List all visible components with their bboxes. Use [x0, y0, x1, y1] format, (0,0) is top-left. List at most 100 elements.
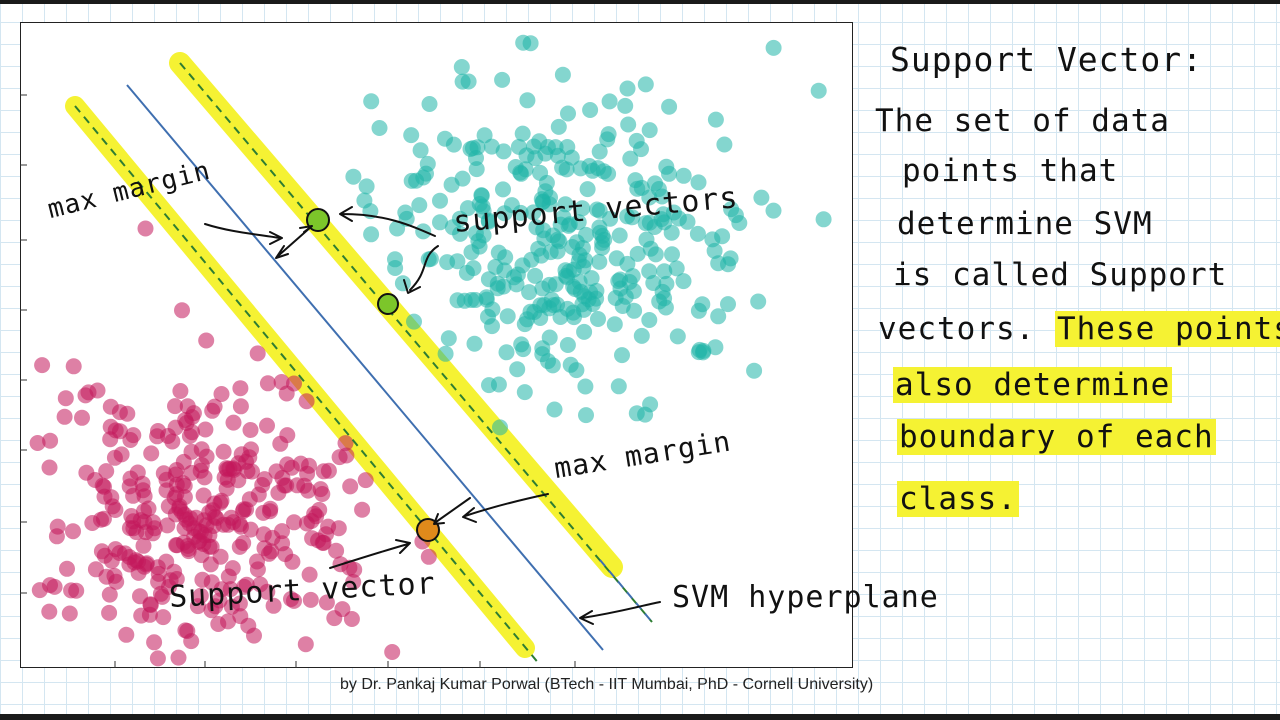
data-point — [750, 293, 767, 310]
lower-margin-line — [74, 105, 541, 666]
class-a-points — [345, 34, 832, 436]
data-point — [647, 246, 664, 263]
data-point — [212, 494, 229, 511]
data-point — [101, 604, 118, 621]
upper-margin-line — [179, 62, 653, 623]
data-point — [487, 258, 504, 275]
data-point — [474, 198, 491, 215]
notes-line-7-text: boundary of each — [897, 419, 1216, 455]
data-point — [512, 204, 529, 221]
data-point — [77, 387, 94, 404]
data-point — [494, 71, 511, 88]
data-point — [142, 596, 159, 613]
data-point — [56, 408, 73, 425]
data-point — [492, 419, 508, 436]
data-point — [231, 595, 248, 612]
data-point — [614, 347, 630, 364]
data-point — [170, 649, 187, 666]
data-point — [65, 358, 82, 375]
data-point — [581, 158, 598, 174]
data-point — [113, 446, 130, 463]
data-point — [174, 302, 190, 319]
data-point — [41, 459, 58, 476]
data-point — [143, 445, 160, 462]
data-point — [311, 501, 328, 518]
data-point — [445, 136, 462, 153]
data-point — [554, 159, 571, 176]
data-point — [591, 253, 608, 270]
data-point — [528, 219, 545, 236]
data-point — [456, 292, 473, 309]
data-point — [583, 270, 600, 287]
data-point — [224, 560, 241, 577]
data-point — [411, 197, 428, 214]
notes-line-7: boundary of each — [897, 419, 1216, 455]
data-point — [810, 82, 827, 99]
data-point — [707, 339, 724, 356]
data-point — [65, 523, 81, 540]
data-point — [495, 181, 511, 198]
data-point — [181, 428, 198, 444]
data-point — [679, 213, 696, 230]
data-point — [722, 250, 739, 267]
data-point — [394, 275, 411, 292]
data-point — [144, 525, 161, 542]
data-point — [549, 231, 566, 248]
data-point — [278, 477, 295, 494]
data-point — [642, 396, 659, 413]
data-point — [140, 500, 157, 517]
data-point — [210, 616, 227, 632]
data-point — [250, 486, 267, 503]
data-point — [354, 501, 371, 518]
data-point — [233, 518, 249, 535]
data-point — [765, 39, 782, 56]
data-point — [238, 576, 255, 593]
data-point — [440, 330, 457, 347]
data-point — [570, 253, 587, 270]
data-point — [469, 139, 486, 156]
data-point — [576, 323, 593, 340]
data-point — [606, 316, 623, 333]
data-point — [238, 501, 255, 518]
data-point — [458, 264, 475, 281]
data-point — [746, 362, 763, 379]
data-point — [387, 260, 404, 276]
data-point — [668, 260, 685, 277]
data-point — [591, 202, 608, 219]
data-point — [439, 254, 456, 271]
data-point — [180, 541, 197, 557]
data-point — [622, 150, 639, 167]
data-point — [98, 463, 115, 480]
data-point — [320, 518, 337, 535]
data-point — [559, 337, 576, 353]
data-point — [265, 597, 282, 614]
data-point — [225, 414, 242, 431]
data-point — [537, 145, 554, 162]
arrow-max-margin-top — [204, 223, 283, 245]
data-point — [232, 398, 249, 415]
data-point — [357, 472, 374, 489]
data-point — [303, 513, 320, 529]
data-point — [296, 477, 313, 494]
data-point — [168, 571, 185, 587]
data-point — [422, 250, 439, 267]
svm-hyperplane-line — [126, 84, 604, 651]
data-point — [483, 138, 500, 155]
arrow-sv-to-middle — [403, 245, 439, 294]
data-point — [343, 611, 360, 627]
data-point — [94, 477, 111, 494]
data-point — [301, 566, 318, 583]
data-point — [534, 340, 551, 357]
data-point — [406, 313, 422, 330]
data-point — [318, 594, 335, 611]
data-point — [514, 125, 531, 142]
data-point — [48, 528, 65, 545]
data-point — [274, 535, 291, 552]
data-point — [550, 118, 567, 135]
data-point — [584, 296, 601, 312]
data-point — [513, 165, 530, 182]
data-point — [653, 211, 670, 228]
data-point — [559, 269, 576, 286]
data-point — [596, 231, 613, 248]
data-point — [591, 143, 608, 160]
